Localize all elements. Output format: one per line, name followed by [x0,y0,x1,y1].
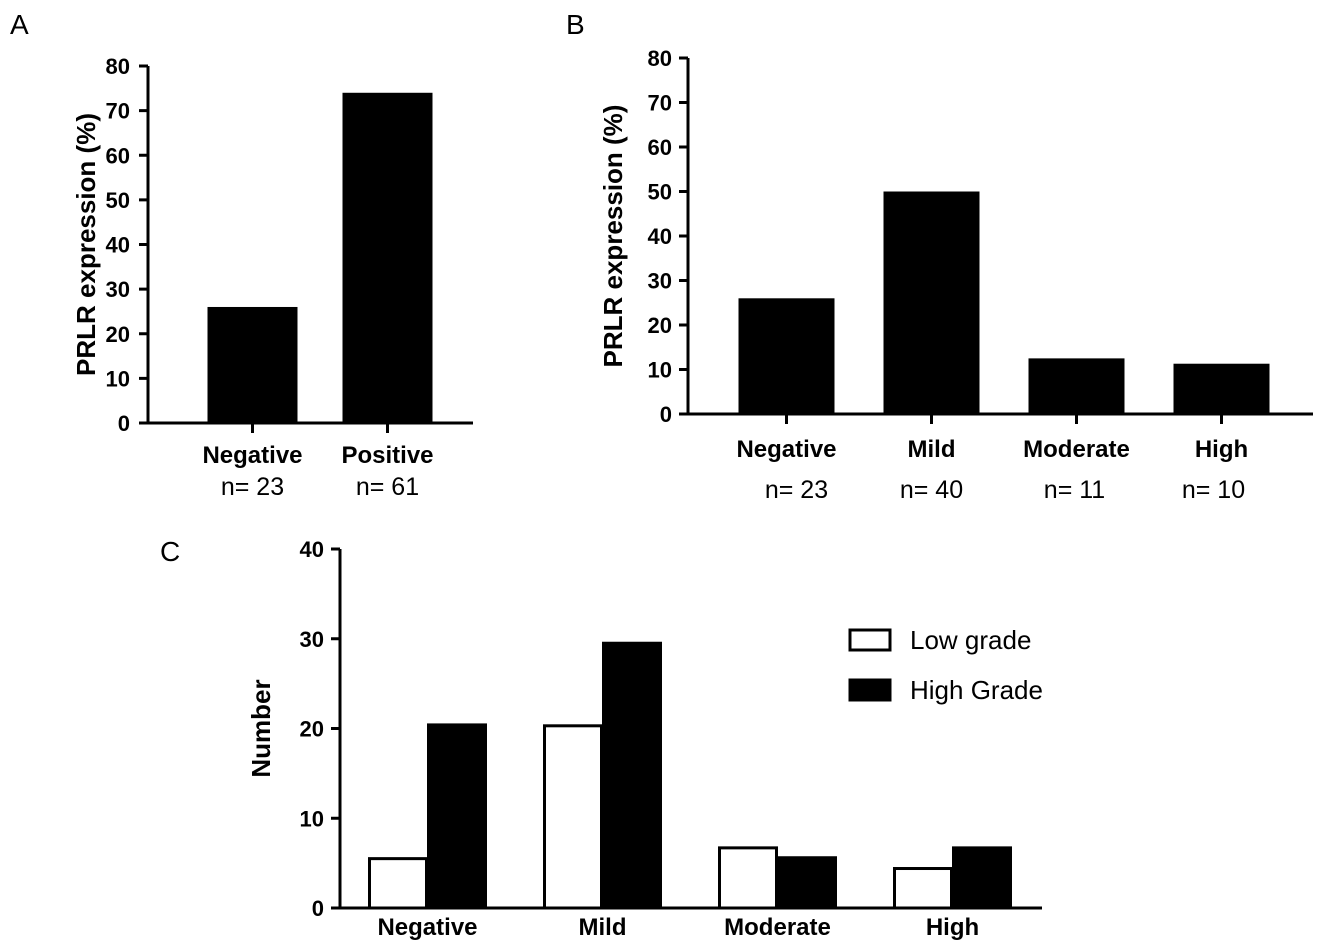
y-tick-label: 30 [106,277,130,302]
bar-low-grade [718,846,778,910]
category-label: Negative [377,914,477,941]
bar [342,92,433,424]
y-tick-label: 30 [300,627,324,652]
chart-panel-a: 0 10 20 30 40 50 60 70 80 PRLR expression (%) Nega… [71,54,473,501]
y-tick-label: 70 [106,99,130,124]
y-tick-label: 10 [106,366,130,391]
bar-low-grade [543,724,603,910]
bar-high-grade [952,846,1012,910]
y-tick-label: 0 [660,402,672,427]
legend-swatch [848,678,892,702]
y-tick-label: 20 [648,313,672,338]
y-tick-label: 0 [118,411,130,436]
chart-panel-c: 0 10 20 30 40 Number Negative Mild Moderate High L… [246,537,1043,941]
bar [883,191,980,414]
y-tick-label: 20 [300,717,324,742]
n-label: n= 23 [765,476,828,504]
legend-label: Low grade [910,625,1031,655]
y-tick-label: 10 [648,358,672,383]
bar-high-grade [602,641,662,910]
category-label: Negative [736,436,836,463]
category-label: Mild [908,436,956,463]
category-label: Moderate [724,914,831,941]
category-label: High [1195,436,1248,463]
legend-swatch [848,628,892,652]
chart-panel-b: 0 10 20 30 40 50 60 70 80 PRLR expression (%) Nega… [598,46,1313,504]
bar [207,306,298,423]
y-axis-title: PRLR expression (%) [71,113,101,376]
category-label: Negative [202,442,302,469]
n-label: n= 40 [900,476,963,504]
y-tick-label: 10 [300,806,324,831]
n-label: n= 11 [1044,476,1105,504]
n-label: n= 61 [356,473,419,501]
n-label: n= 10 [1182,476,1245,504]
y-tick-label: 70 [648,91,672,116]
y-tick-label: 40 [648,224,672,249]
y-tick-label: 60 [106,143,130,168]
category-label: Moderate [1023,436,1130,463]
bar [1173,363,1270,414]
y-tick-label: 0 [312,896,324,921]
n-label: n= 23 [221,473,284,501]
y-tick-label: 20 [106,322,130,347]
bar-high-grade [427,723,487,910]
category-label: Positive [341,442,433,469]
y-tick-label: 50 [106,188,130,213]
panel-a-label: A [10,9,29,40]
y-tick-label: 40 [106,233,130,258]
bar-low-grade [368,857,428,910]
y-axis-title: Number [246,679,276,777]
y-axis-title: PRLR expression (%) [598,105,628,368]
category-label: High [926,914,979,941]
bar [1028,358,1125,414]
bar-low-grade [893,867,953,910]
y-tick-label: 80 [648,46,672,71]
y-tick-label: 60 [648,135,672,160]
y-tick-label: 80 [106,54,130,79]
category-label: Mild [579,914,627,941]
y-tick-label: 40 [300,537,324,562]
bar [738,298,835,414]
legend-label: High Grade [910,675,1043,705]
y-tick-label: 50 [648,180,672,205]
panel-b-label: B [566,9,585,40]
bar-high-grade [777,856,837,910]
panel-c-label: C [160,536,180,567]
y-tick-label: 30 [648,269,672,294]
